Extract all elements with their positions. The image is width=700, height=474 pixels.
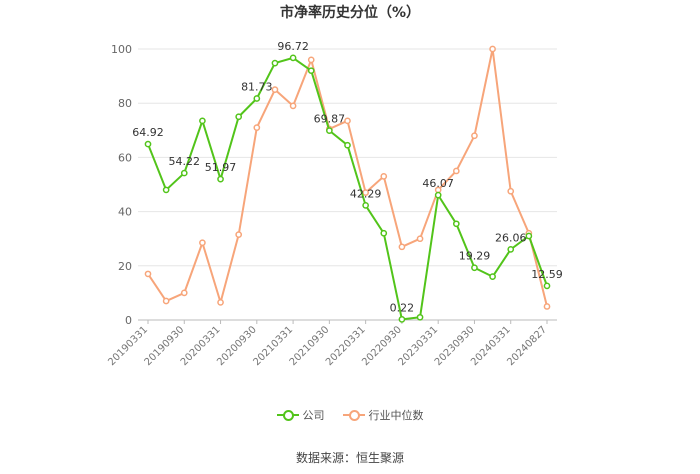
legend-swatch-industry-median bbox=[342, 409, 365, 421]
data-label: 81.73 bbox=[241, 81, 273, 94]
chart-title: 市净率历史分位（%） bbox=[279, 5, 421, 21]
data-point-industry-median bbox=[180, 289, 188, 297]
data-point-industry-median bbox=[217, 299, 224, 306]
line-chart: 0204060801002019033120190930202003312020… bbox=[106, 40, 563, 368]
data-point-company bbox=[434, 191, 442, 199]
data-label: 96.72 bbox=[277, 40, 309, 53]
data-point-company bbox=[380, 229, 388, 237]
data-label: 12.59 bbox=[531, 268, 563, 281]
data-point-company bbox=[289, 54, 297, 62]
data-point-company bbox=[344, 141, 351, 149]
data-point-industry-median bbox=[489, 45, 496, 53]
data-label: 64.92 bbox=[132, 126, 164, 139]
data-point-industry-median bbox=[253, 124, 261, 131]
data-label: 19.29 bbox=[459, 250, 491, 263]
data-point-industry-median bbox=[471, 132, 478, 140]
data-label: 69.87 bbox=[314, 113, 346, 126]
data-label: 51.97 bbox=[205, 161, 237, 174]
data-point-company bbox=[489, 273, 496, 280]
data-point-company bbox=[307, 67, 315, 75]
y-tick-label: 0 bbox=[125, 314, 132, 327]
data-point-company bbox=[271, 59, 279, 67]
data-point-company bbox=[543, 282, 551, 290]
data-label: 42.29 bbox=[350, 187, 382, 200]
data-point-company bbox=[253, 95, 261, 102]
data-point-industry-median bbox=[199, 239, 206, 247]
data-source: 数据来源：恒生聚源 bbox=[295, 451, 404, 465]
data-point-company bbox=[398, 316, 406, 323]
data-point-company bbox=[507, 246, 515, 253]
data-point-industry-median bbox=[362, 189, 369, 196]
legend-label-company: 公司 bbox=[302, 409, 325, 422]
data-label: 0.22 bbox=[390, 301, 415, 314]
data-point-company bbox=[180, 169, 188, 177]
data-point-industry-median bbox=[452, 167, 460, 175]
data-point-industry-median bbox=[162, 297, 170, 305]
data-point-industry-median bbox=[507, 187, 515, 195]
series-line-company bbox=[147, 56, 548, 321]
y-tick-label: 80 bbox=[118, 97, 132, 110]
data-point-company bbox=[452, 220, 460, 228]
data-point-company bbox=[525, 232, 533, 240]
y-tick-label: 60 bbox=[118, 151, 132, 164]
series-line-industry-median bbox=[147, 48, 548, 307]
data-point-industry-median bbox=[289, 102, 297, 110]
data-point-industry-median bbox=[416, 235, 424, 243]
data-point-industry-median bbox=[344, 117, 351, 125]
legend-swatch-company bbox=[276, 409, 299, 421]
data-point-company bbox=[471, 264, 478, 272]
data-point-company bbox=[416, 313, 424, 321]
legend-item-industry-median[interactable]: 行业中位数 bbox=[342, 407, 424, 423]
data-point-industry-median bbox=[380, 173, 388, 180]
y-tick-label: 40 bbox=[118, 206, 132, 219]
data-point-industry-median bbox=[235, 231, 243, 238]
data-point-industry-median bbox=[307, 56, 315, 64]
data-label: 46.07 bbox=[422, 177, 454, 190]
data-point-industry-median bbox=[543, 303, 551, 310]
data-point-company bbox=[235, 113, 243, 121]
y-tick-label: 20 bbox=[118, 260, 132, 273]
data-point-industry-median bbox=[271, 86, 279, 94]
data-label: 54.22 bbox=[169, 155, 201, 168]
data-point-company bbox=[144, 140, 152, 148]
data-label: 26.06 bbox=[495, 231, 527, 244]
data-point-company bbox=[199, 117, 206, 125]
data-point-company bbox=[326, 127, 333, 135]
data-point-industry-median bbox=[144, 270, 152, 278]
legend-label-industry-median: 行业中位数 bbox=[368, 409, 424, 422]
y-tick-label: 100 bbox=[111, 43, 132, 56]
legend: 公司 行业中位数 bbox=[0, 407, 700, 423]
data-point-company bbox=[217, 175, 224, 183]
x-tick-label: 20240827 bbox=[505, 324, 549, 368]
data-point-company bbox=[162, 186, 170, 194]
legend-item-company[interactable]: 公司 bbox=[276, 407, 325, 423]
data-point-industry-median bbox=[398, 243, 406, 251]
data-point-company bbox=[362, 202, 369, 209]
